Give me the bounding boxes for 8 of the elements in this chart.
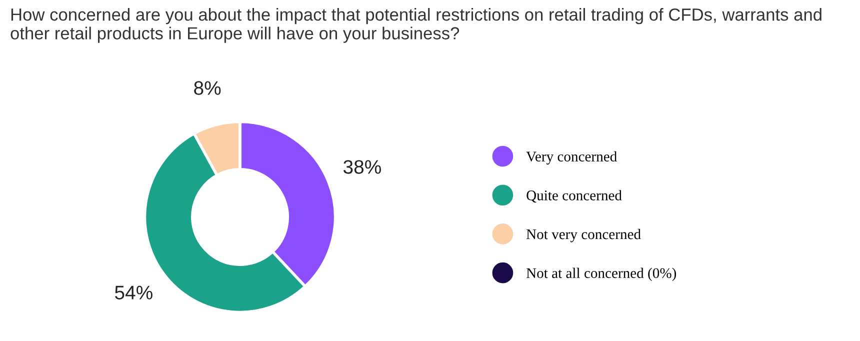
data-label: 54% — [114, 286, 152, 300]
legend-label: Quite concerned — [526, 190, 622, 203]
legend-label: Not very concerned — [526, 228, 641, 242]
legend-label: Very concerned — [526, 151, 617, 164]
data-label: 8% — [194, 81, 221, 95]
legend-label: Not at all concerned (0%) — [526, 268, 676, 282]
chart-title: How concerned are you about the impact that potential restrictions on retail trading of CFDs, warrants and other retail products in Europe will have on your business? — [10, 8, 822, 43]
data-label: 38% — [343, 160, 381, 174]
